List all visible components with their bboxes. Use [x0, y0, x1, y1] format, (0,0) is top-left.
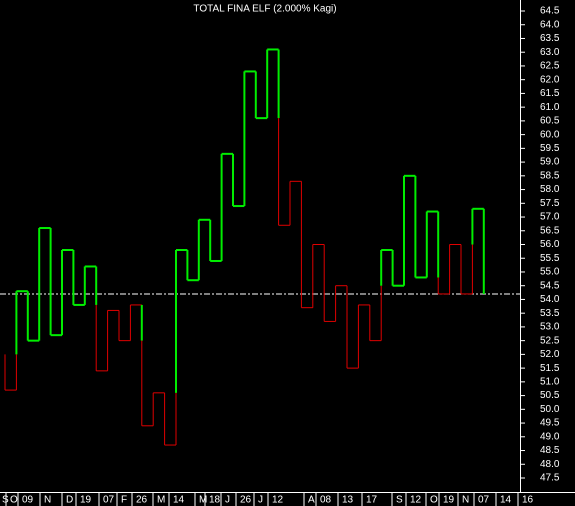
y-tick-label: 48.0 — [540, 459, 560, 470]
y-tick-label: 64.5 — [540, 6, 560, 17]
y-tick-label: 50.5 — [540, 390, 560, 401]
y-tick-label: 61.0 — [540, 102, 560, 113]
x-tick-label: 18 — [209, 495, 221, 506]
x-tick-label: 19 — [80, 495, 92, 506]
y-tick-label: 60.5 — [540, 116, 560, 127]
y-tick-label: 53.5 — [540, 308, 560, 319]
y-tick-label: 49.5 — [540, 418, 560, 429]
y-tick-label: 51.5 — [540, 363, 560, 374]
x-tick-label: 19 — [443, 495, 455, 506]
x-tick-label: O — [10, 495, 18, 506]
y-tick-label: 54.5 — [540, 280, 560, 291]
x-tick-label: 14 — [173, 495, 185, 506]
x-tick-label: 07 — [478, 495, 490, 506]
y-tick-label: 51.0 — [540, 376, 560, 387]
y-tick-label: 57.0 — [540, 212, 560, 223]
x-tick-label: 09 — [22, 495, 34, 506]
x-tick-label: 13 — [342, 495, 354, 506]
x-tick-label: D — [66, 495, 73, 506]
x-tick-label: 17 — [366, 495, 378, 506]
y-tick-label: 56.5 — [540, 225, 560, 236]
y-tick-label: 48.5 — [540, 445, 560, 456]
x-tick-label: 26 — [136, 495, 148, 506]
x-tick-label: O — [430, 495, 438, 506]
x-tick-label: 08 — [320, 495, 332, 506]
y-tick-label: 61.5 — [540, 88, 560, 99]
x-tick-label: 07 — [103, 495, 115, 506]
x-tick-label: M — [199, 495, 207, 506]
y-tick-label: 52.5 — [540, 335, 560, 346]
y-tick-label: 55.0 — [540, 267, 560, 278]
x-tick-label: 12 — [410, 495, 422, 506]
x-tick-label: F — [121, 495, 127, 506]
y-tick-label: 49.0 — [540, 431, 560, 442]
x-tick-label: J — [225, 495, 230, 506]
x-tick-label: M — [157, 495, 165, 506]
y-tick-label: 52.0 — [540, 349, 560, 360]
x-tick-label: 16 — [522, 495, 534, 506]
y-tick-label: 64.0 — [540, 19, 560, 30]
y-tick-label: 50.0 — [540, 404, 560, 415]
y-tick-label: 58.5 — [540, 170, 560, 181]
y-tick-label: 60.0 — [540, 129, 560, 140]
x-tick-label: 26 — [240, 495, 252, 506]
x-tick-label: 12 — [272, 495, 284, 506]
x-tick-label: 14 — [500, 495, 512, 506]
y-tick-label: 63.0 — [540, 47, 560, 58]
chart-title: TOTAL FINA ELF (2.000% Kagi) — [193, 4, 336, 15]
y-tick-label: 63.5 — [540, 33, 560, 44]
x-tick-label: N — [44, 495, 51, 506]
y-tick-label: 58.0 — [540, 184, 560, 195]
x-tick-label: A — [308, 495, 315, 506]
y-tick-label: 47.5 — [540, 473, 560, 484]
x-tick-label: S — [396, 495, 403, 506]
y-tick-label: 62.0 — [540, 74, 560, 85]
y-tick-label: 55.5 — [540, 253, 560, 264]
y-tick-label: 59.0 — [540, 157, 560, 168]
x-tick-label: N — [462, 495, 469, 506]
y-tick-label: 53.0 — [540, 322, 560, 333]
y-tick-label: 57.5 — [540, 198, 560, 209]
y-tick-label: 54.0 — [540, 294, 560, 305]
y-tick-label: 56.0 — [540, 239, 560, 250]
x-tick-label: J — [258, 495, 263, 506]
y-tick-label: 59.5 — [540, 143, 560, 154]
y-tick-label: 62.5 — [540, 61, 560, 72]
